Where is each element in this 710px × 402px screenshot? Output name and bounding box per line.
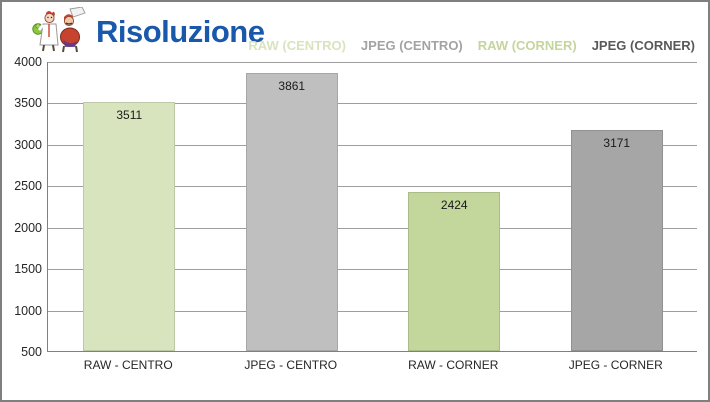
x-category-label: RAW - CORNER — [408, 358, 499, 372]
legend-entry-jpeg-corner: JPEG (CORNER) — [591, 38, 695, 53]
plot-area: 3511 3861 2424 3171 — [47, 62, 697, 352]
bar-value-label: 3511 — [116, 107, 143, 122]
y-tick-label: 3000 — [14, 137, 42, 152]
bar-raw-corner: 2424 — [408, 191, 501, 351]
y-tick-label: 500 — [21, 345, 42, 359]
bar-jpeg-centro: 3861 — [245, 72, 338, 351]
y-tick-label: 3500 — [14, 96, 42, 111]
x-category-label: JPEG - CENTRO — [244, 358, 338, 372]
chart-legend: RAW (CENTRO) JPEG (CENTRO) RAW (CORNER) … — [248, 38, 695, 53]
gridline-1000 — [48, 310, 697, 312]
bar-value-label: 3861 — [278, 78, 306, 93]
gridline-3000 — [48, 144, 697, 146]
gridline-2000 — [48, 227, 697, 229]
gridline-3500 — [48, 103, 697, 105]
legend-entry-jpeg-centro: JPEG (CENTRO) — [360, 38, 463, 53]
y-tick-label: 1000 — [14, 303, 42, 318]
bar-jpeg-corner: 3171 — [570, 129, 663, 351]
legend-entry-raw-centro: RAW (CENTRO) — [248, 38, 346, 53]
bar-raw-centro: 3511 — [83, 101, 176, 351]
legend-entry-raw-corner: RAW (CORNER) — [477, 38, 577, 53]
y-tick-label: 2000 — [14, 220, 42, 235]
x-category-label: RAW - CENTRO — [83, 358, 173, 372]
y-tick-label: 1500 — [14, 262, 42, 277]
bar-value-label: 2424 — [440, 197, 468, 212]
chart-title: Risoluzione — [96, 14, 265, 49]
x-category-label: JPEG - CORNER — [568, 358, 663, 372]
y-tick-label: 2500 — [14, 179, 42, 194]
bar-value-label: 3171 — [603, 135, 631, 150]
gridline-1500 — [48, 269, 697, 271]
gridline-2500 — [48, 186, 697, 188]
y-tick-label: 4000 — [14, 55, 42, 69]
gridline-4000 — [48, 62, 697, 63]
mascot-cartoon-logo — [32, 7, 86, 53]
